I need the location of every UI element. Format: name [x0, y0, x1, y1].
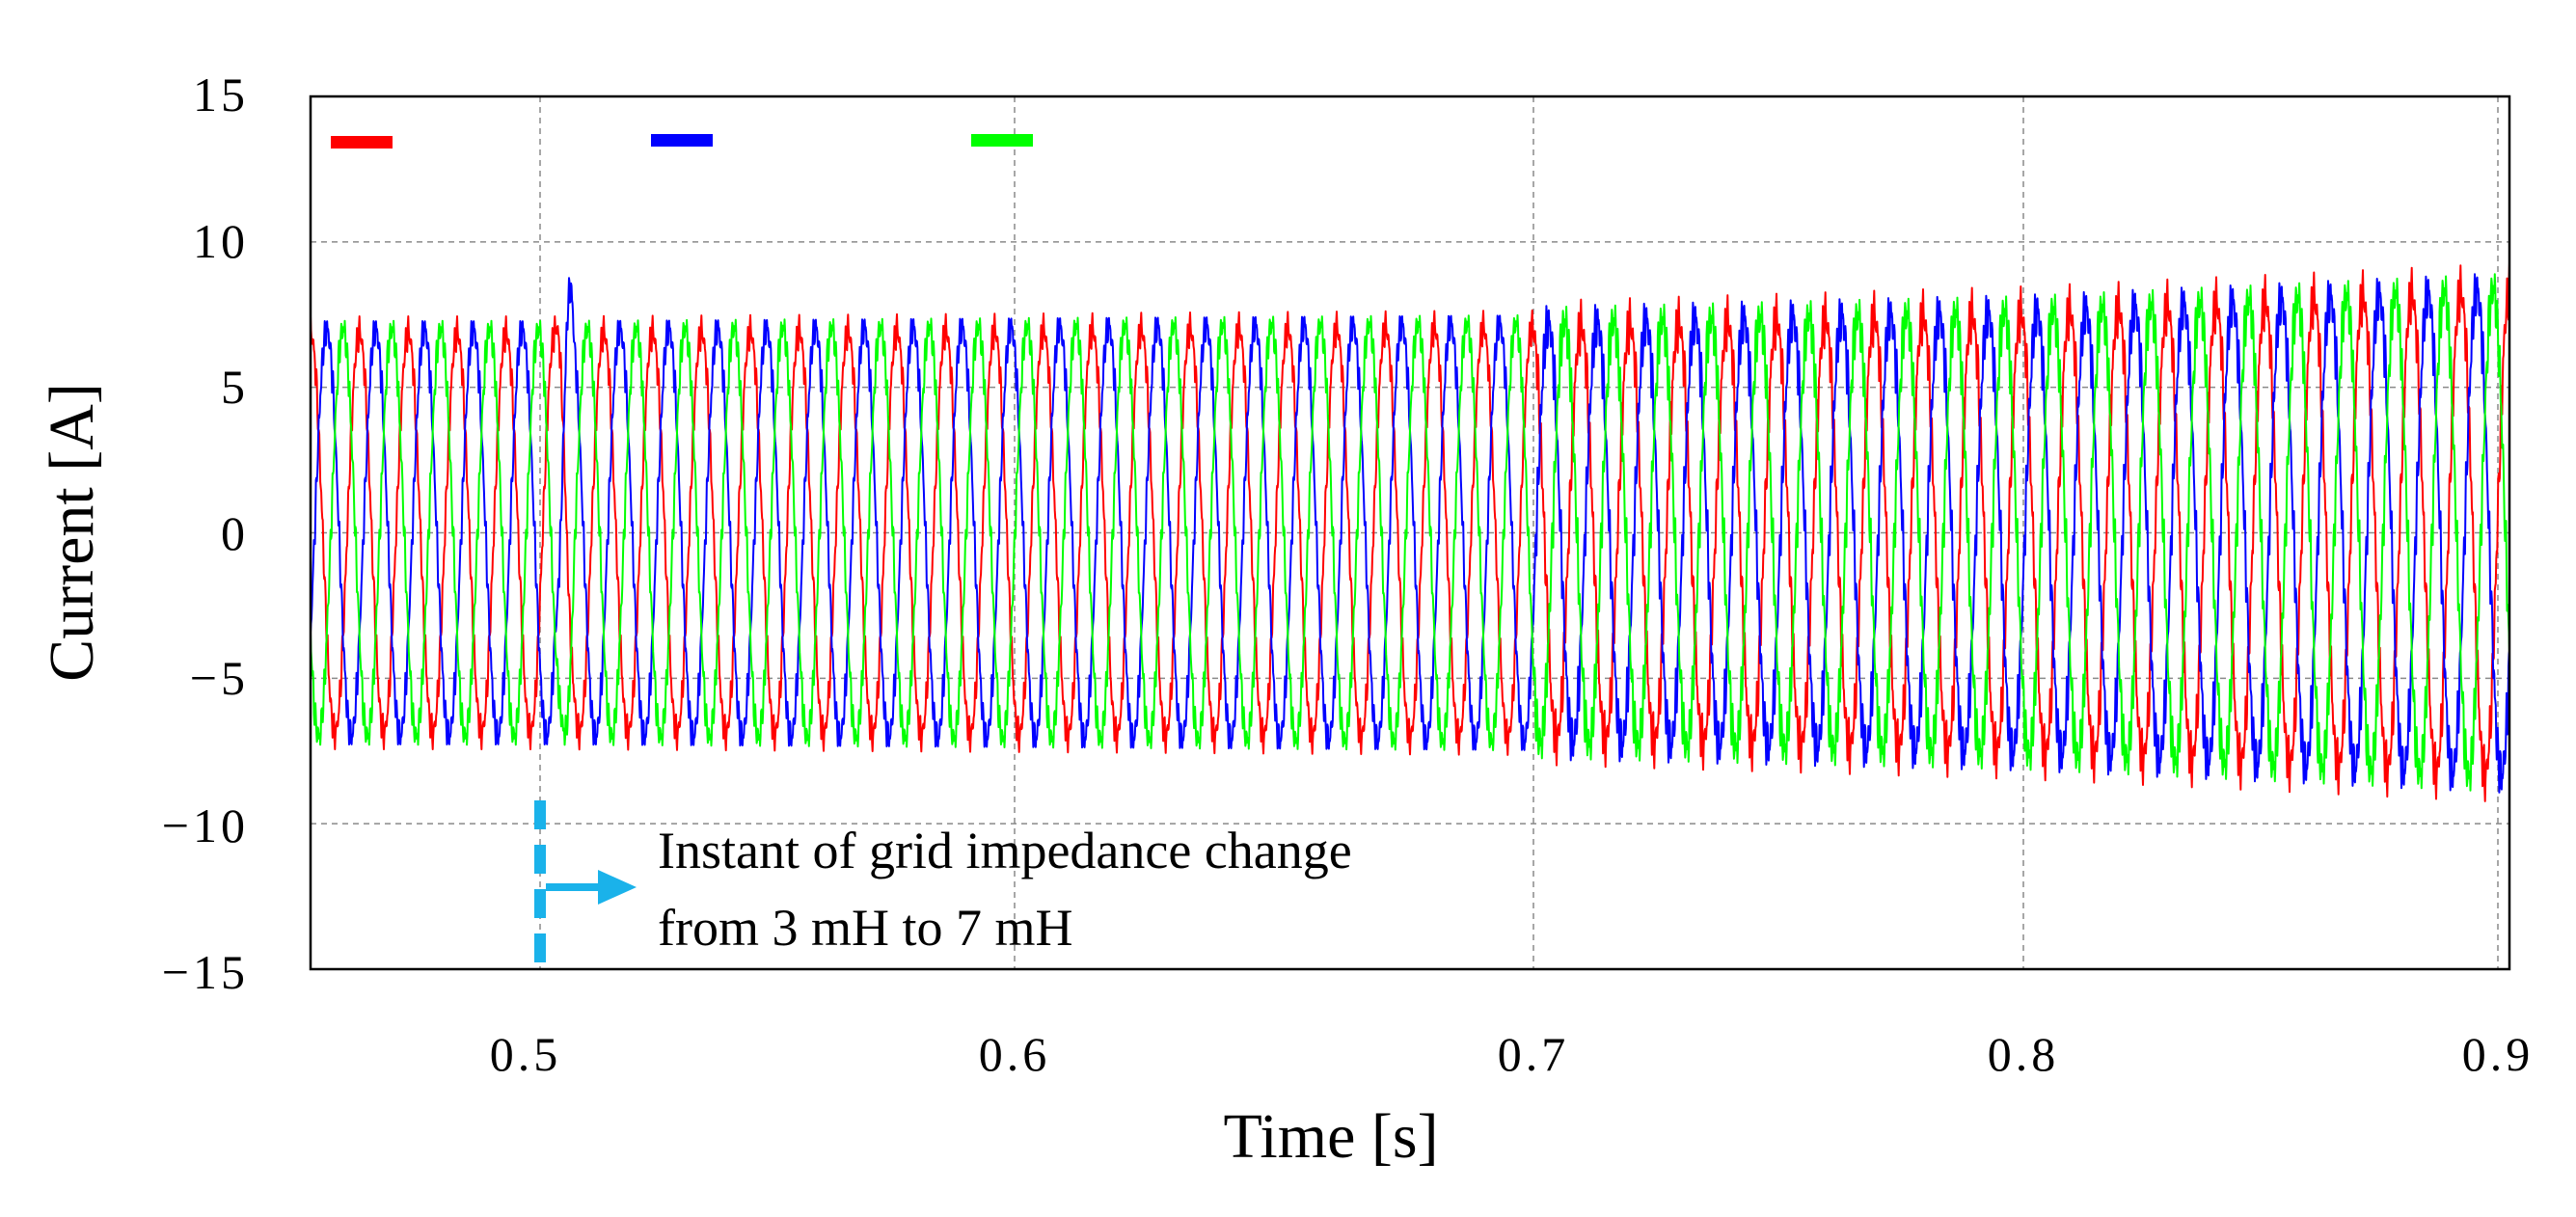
y-tick-label-minus-15: −15: [162, 945, 249, 999]
plot-frame: [309, 95, 2511, 971]
y-tick-label-5: 5: [221, 360, 249, 414]
legend-swatch-phase-a: [331, 136, 393, 149]
annotation-line-2: from 3 mH to 7 mH: [658, 899, 1072, 957]
x-tick-label-0-6: 0.6: [979, 1027, 1051, 1081]
y-tick-label-0: 0: [221, 506, 249, 560]
y-tick-label-15: 15: [193, 68, 249, 122]
series-layer: [311, 262, 2509, 802]
y-tick-label-10: 10: [193, 214, 249, 268]
legend-swatch-phase-c: [971, 134, 1033, 147]
series-line-phase-c: [311, 273, 2509, 792]
legend-swatch-phase-b: [651, 134, 713, 147]
y-tick-label-minus-10: −10: [162, 798, 249, 852]
event-arrow-head-icon: [598, 870, 637, 905]
y-tick-label-minus-5: −5: [190, 651, 249, 705]
series-line-phase-a: [311, 262, 2509, 802]
y-axis-title: Current [A]: [37, 383, 107, 682]
x-tick-label-0-8: 0.8: [1988, 1027, 2060, 1081]
x-tick-label-0-5: 0.5: [490, 1027, 562, 1081]
x-tick-label-0-9: 0.9: [2462, 1027, 2535, 1081]
x-axis-title: Time [s]: [1223, 1101, 1438, 1172]
annotation-line-1: Instant of grid impedance change: [658, 822, 1352, 879]
x-tick-label-0-7: 0.7: [1498, 1027, 1570, 1081]
